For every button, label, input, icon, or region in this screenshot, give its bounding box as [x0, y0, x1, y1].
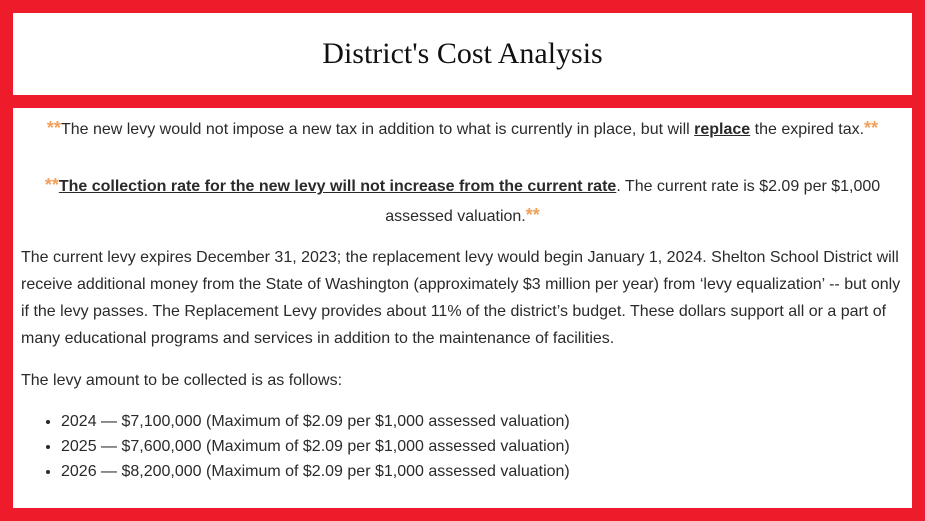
title-banner: District's Cost Analysis	[13, 13, 912, 95]
collection-rate-note: **The collection rate for the new levy w…	[21, 171, 904, 231]
levy-amount-list: 2024 — $7,100,000 (Maximum of $2.09 per …	[61, 409, 904, 484]
asterisk-mark: **	[46, 118, 61, 138]
levy-replacement-note: **The new levy would not impose a new ta…	[21, 114, 904, 144]
asterisk-mark: **	[44, 175, 59, 195]
list-item: 2026 — $8,200,000 (Maximum of $2.09 per …	[61, 459, 904, 484]
content-panel: **The new levy would not impose a new ta…	[13, 108, 912, 508]
note-text: . The current rate is $2.09 per $1,000 a…	[385, 178, 881, 225]
note-text: the expired tax.	[750, 121, 865, 138]
list-item: 2025 — $7,600,000 (Maximum of $2.09 per …	[61, 434, 904, 459]
note-text: The new levy would not impose a new tax …	[60, 121, 695, 138]
asterisk-mark: **	[525, 205, 540, 225]
levy-amount-intro: The levy amount to be collected is as fo…	[21, 372, 343, 389]
note-emphasis: The collection rate for the new levy wil…	[58, 178, 617, 195]
list-item: 2024 — $7,100,000 (Maximum of $2.09 per …	[61, 409, 904, 434]
page-title: District's Cost Analysis	[322, 37, 603, 70]
note-emphasis: replace	[694, 121, 751, 138]
levy-description: The current levy expires December 31, 20…	[21, 249, 901, 347]
asterisk-mark: **	[864, 118, 879, 138]
